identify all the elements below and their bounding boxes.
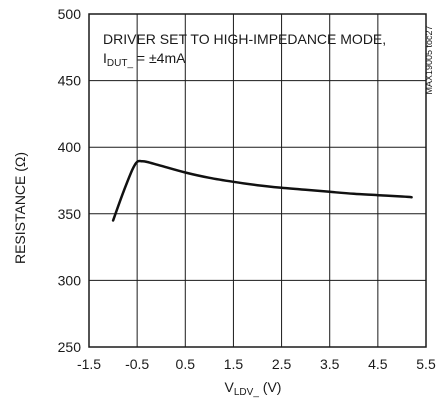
x-tick-label: 4.5 [368, 356, 388, 372]
annotation-current-subscript: DUT_ [107, 58, 134, 69]
x-tick-label: 1.5 [224, 356, 244, 372]
y-tick-label: 250 [58, 339, 82, 355]
x-axis-label-symbol: V [225, 379, 235, 395]
annotation-current-value: = ±4mA [133, 50, 186, 66]
plot-frame [88, 13, 427, 348]
y-axis-label: RESISTANCE (Ω) [12, 152, 28, 264]
series-line [111, 159, 413, 222]
y-tick-label: 500 [58, 6, 82, 22]
y-tick-label: 300 [58, 272, 82, 288]
annotation-line-2: IDUT_ = ±4mA [103, 50, 186, 69]
x-tick-labels: -1.5 -0.5 0.5 1.5 2.5 3.5 4.5 5.5 [77, 356, 436, 372]
x-tick-label: -0.5 [125, 356, 149, 372]
x-tick-label: 3.5 [320, 356, 340, 372]
x-tick-label: 5.5 [416, 356, 436, 372]
x-axis-label-unit: (V) [259, 379, 282, 395]
annotation-line-1: DRIVER SET TO HIGH-IMPEDANCE MODE, [103, 31, 386, 47]
figure-code: MAX19005 toc27 [424, 25, 434, 94]
y-tick-label: 400 [58, 139, 82, 155]
x-tick-label: -1.5 [77, 356, 101, 372]
x-tick-label: 0.5 [176, 356, 196, 372]
x-axis-label: VLDV_ (V) [225, 379, 282, 398]
y-tick-labels: 250 300 350 400 450 500 [58, 6, 82, 355]
annotation-current-symbol: I [103, 50, 107, 66]
x-tick-label: 2.5 [272, 356, 292, 372]
y-tick-label: 450 [58, 73, 82, 89]
x-axis-label-subscript: LDV_ [234, 387, 259, 398]
y-tick-label: 350 [58, 206, 82, 222]
